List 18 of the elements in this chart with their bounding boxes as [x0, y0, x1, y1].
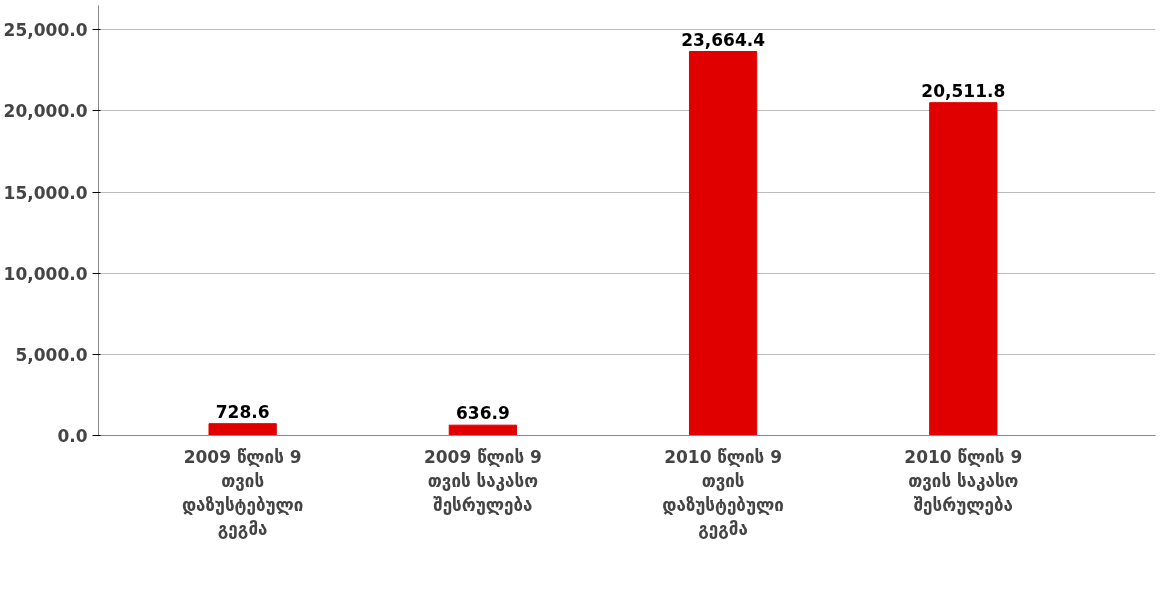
bar [929, 102, 998, 436]
y-tick-label: 25,000.0 [3, 20, 88, 41]
y-tick-label: 20,000.0 [3, 101, 88, 122]
y-tick-label: 5,000.0 [15, 344, 88, 365]
x-tick-label: 2010 წლის 9 თვის დაზუსტებული გეგმა [662, 446, 784, 539]
bar [688, 51, 758, 436]
data-label: 20,511.8 [921, 80, 1006, 101]
data-label: 728.6 [215, 401, 270, 422]
x-tick-label: 2009 წლის 9 თვის დაზუსტებული გეგმა [181, 446, 304, 539]
y-tick-label: 0.0 [57, 426, 88, 446]
data-label: 23,664.4 [681, 29, 766, 50]
y-tick-label: 15,000.0 [3, 182, 88, 203]
x-tick-label: 2009 წლის 9 თვის საკასო შესრულება [423, 446, 542, 515]
bar [448, 424, 517, 436]
y-tick-label: 10,000.0 [3, 263, 88, 284]
data-label: 636.9 [455, 403, 510, 424]
bar [208, 423, 277, 436]
x-tick-label: 2010 წლის 9 თვის საკასო შესრულება [904, 446, 1023, 515]
